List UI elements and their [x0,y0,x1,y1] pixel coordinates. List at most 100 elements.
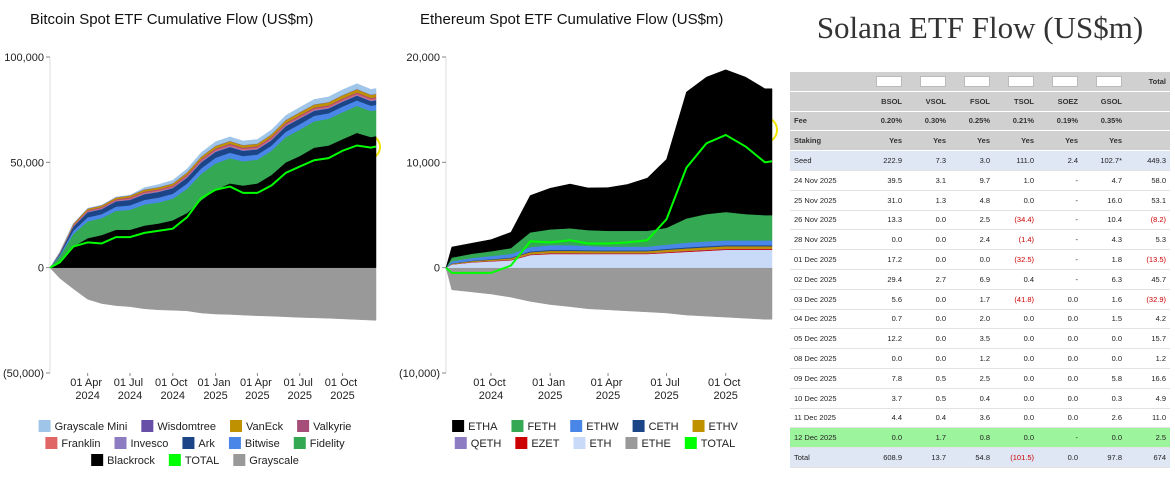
logo-cell [950,72,994,92]
cell-value: 0.0 [1038,289,1082,310]
cell-value: 4.8 [950,190,994,211]
cell-value: 0.0 [994,328,1038,350]
cell-value: Yes [994,130,1038,152]
cell-value: 0.0 [1082,348,1126,369]
legend-item: ETH [573,437,612,450]
cell-value: 608.9 [862,447,906,468]
x-tick-label: 01 Oct 2025 [708,377,743,402]
cell-value: 0.4 [994,269,1038,290]
cell-value: 3.0 [950,150,994,171]
cell-value: 12.2 [862,328,906,350]
row-label: 10 Dec 2025 [790,388,862,409]
legend-swatch [228,437,241,449]
cell-value: 2.5 [1126,427,1170,449]
legend-label: Blackrock [107,455,155,467]
legend-label: FETH [527,421,556,433]
cell-value: 5.3 [1126,229,1170,251]
x-tick-label: 01 Jan 2025 [198,377,234,402]
ticker: FSOL [950,91,994,112]
y-tick-label: (10,000) [399,368,440,380]
cell-value: 4.7 [1082,170,1126,191]
cell-value: 7.8 [862,368,906,389]
cell [790,72,862,92]
charts: Bitcoin Spot ETF Cumulative Flow (US$m) 1… [3,11,778,467]
legend-swatch [38,420,51,432]
table-row: 24 Nov 2025 39.5 3.1 9.7 1.0-4.7 58.0 [790,170,1170,191]
legend-swatch [233,454,246,466]
cell-value: 0.0 [950,249,994,270]
table-row: 01 Dec 2025 17.2 0.0 0.0 (32.5) -1.8 (13.5) [790,249,1170,270]
cell-value: 0.0 [994,388,1038,409]
legend-item: TOTAL [684,437,735,450]
cell-value: 222.9 [862,150,906,171]
cell-value: 0.4 [906,408,950,429]
logo-row: Total [790,72,1170,92]
cell-value: - [1038,170,1082,191]
row-label: 09 Dec 2025 [790,368,862,389]
legend-swatch [297,420,310,432]
row-label: Total [790,447,862,468]
table-row: 10 Dec 2025 3.7 0.5 0.4 0.0 0.0 0.3 4.9 [790,388,1170,409]
logo-cell [1038,72,1082,92]
row-label: 11 Dec 2025 [790,408,862,429]
x-tick-label: 01 Apr 2025 [240,377,275,402]
table-row: 25 Nov 2025 31.0 1.3 4.8 0.0-16.0 53.1 [790,190,1170,211]
cell-value: 4.2 [1126,309,1170,330]
legend-item: Grayscale [233,454,299,467]
cell-value: (32.5) [994,249,1038,270]
cell-value: (41.8) [994,289,1038,310]
legend-item: ETHW [570,420,619,433]
cell-value: 6.3 [1082,269,1126,290]
legend-label: Grayscale Mini [55,421,128,433]
cell-value: 4.4 [862,408,906,429]
legend-label: TOTAL [701,438,735,450]
cell-value: 0.0 [1082,427,1126,449]
cell-value: 0.0 [1038,408,1082,429]
legend-swatch [625,437,638,449]
cell-value: 0.0 [906,348,950,369]
cell-value: 4.9 [1126,388,1170,409]
cell-value: - [1038,249,1082,270]
cell-value: 1.7 [950,289,994,310]
cell-value: 1.7 [906,427,950,449]
cell-value: 16.6 [1126,368,1170,389]
cell-value: 0.0 [906,210,950,231]
table-row: Total 608.9 13.7 54.8 (101.5) 0.0 97.8 674 [790,447,1170,468]
row-label: 05 Dec 2025 [790,328,862,350]
area [445,69,773,268]
area [445,267,773,320]
y-tick-label: 50,000 [10,157,44,169]
cell-value: 10.4 [1082,210,1126,231]
area [49,267,377,321]
cell-value: 0.0 [1038,388,1082,409]
cell-value: - [1038,190,1082,211]
x-tick-label: 01 Oct 2024 [473,377,508,402]
ticker: GSOL [1082,91,1126,112]
legend-label: ETHE [641,438,670,450]
legend-label: Invesco [131,438,169,450]
legend-item: ETHE [625,437,671,450]
cell-value: 29.4 [862,269,906,290]
cell-value: 39.5 [862,170,906,191]
legend-swatch [570,420,583,432]
cell-value: 0.0 [1038,348,1082,369]
cell-value: 0.0 [906,309,950,330]
legend-item: ETHA [452,420,498,433]
cell-value: 3.5 [950,328,994,350]
legend-swatch [692,420,705,432]
cell-value: 1.2 [1126,348,1170,369]
legend-swatch [45,437,58,449]
cell-value: 674 [1126,447,1170,468]
chart-title: Bitcoin Spot ETF Cumulative Flow (US$m) [30,11,313,28]
legend-item: Ark [182,437,215,450]
legend-label: ETHA [468,421,498,433]
logo [1096,75,1122,87]
cell-value: 0.30% [906,111,950,132]
ticker: SOEZ [1038,91,1082,112]
row-label: 24 Nov 2025 [790,170,862,191]
table-row: 28 Nov 2025 0.0 0.0 2.4 (1.4) -4.3 5.3 [790,229,1170,251]
chart-title: Ethereum Spot ETF Cumulative Flow (US$m) [420,11,723,28]
row-label: Fee [790,111,862,132]
cell-value: (13.5) [1126,249,1170,270]
legend-swatch [141,420,154,432]
